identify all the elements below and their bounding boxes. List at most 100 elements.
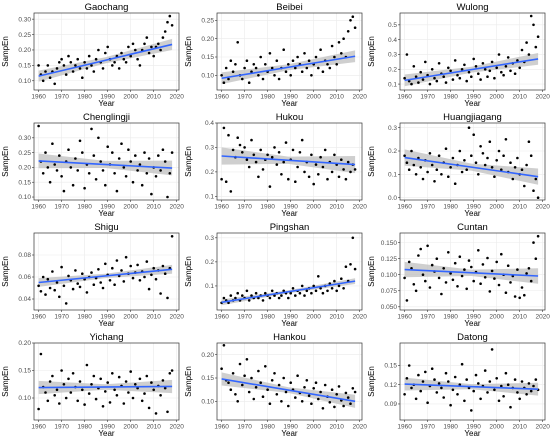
data-point (111, 64, 114, 67)
data-point (342, 404, 345, 408)
data-point (447, 380, 450, 383)
data-point (64, 302, 68, 305)
data-point (150, 192, 153, 196)
data-point (136, 169, 139, 172)
data-point (120, 51, 123, 55)
data-point (81, 151, 84, 154)
data-point (234, 393, 237, 396)
data-point (328, 282, 332, 285)
data-point (307, 175, 311, 179)
data-point (305, 289, 309, 293)
y-tick-label: 0.1 (205, 194, 214, 201)
data-point (403, 76, 406, 80)
data-point (129, 54, 132, 58)
data-point (138, 279, 142, 282)
data-point (536, 35, 540, 38)
data-point (247, 299, 251, 302)
y-tick-label: 0.15 (18, 179, 31, 186)
data-point (145, 36, 149, 39)
data-point (321, 407, 325, 410)
data-point (474, 373, 478, 377)
data-point (261, 395, 265, 399)
x-tick-label: 2000 (489, 204, 504, 211)
data-point (532, 384, 535, 388)
data-point (261, 77, 265, 81)
panel-border (399, 232, 546, 311)
y-tick-label: 0.25 (18, 150, 31, 157)
data-point (460, 170, 464, 174)
data-point (48, 76, 52, 79)
x-tick-label: 1990 (100, 314, 115, 321)
x-tick-label: 1980 (443, 424, 458, 431)
panel-title: Datong (457, 332, 488, 343)
data-point (403, 393, 406, 396)
data-point (140, 183, 144, 187)
data-point (430, 367, 434, 371)
data-point (506, 264, 510, 268)
x-axis-label: Year (464, 429, 481, 438)
data-point (55, 281, 59, 284)
data-point (333, 405, 336, 409)
panel-shigu: Shigu 1960 1970 1980 1990 2000 2010 2020 0.04 0.0… (1, 222, 184, 328)
data-point (490, 166, 494, 169)
data-point (227, 381, 230, 385)
x-tick-label: 1980 (77, 314, 92, 321)
data-point (264, 291, 267, 295)
data-point (129, 264, 132, 268)
data-point (470, 75, 473, 78)
data-point (405, 299, 409, 302)
panel-title: Hankou (273, 332, 306, 343)
panel-border (33, 342, 180, 421)
data-point (488, 140, 492, 143)
data-point (106, 45, 109, 49)
data-point (46, 64, 50, 67)
data-point (60, 175, 63, 178)
x-tick-label: 1990 (100, 424, 115, 431)
x-tick-label: 2020 (535, 204, 550, 211)
data-point (143, 151, 146, 154)
x-tick-label: 1970 (54, 424, 69, 431)
y-tick-label: 0.125 (381, 256, 398, 263)
data-point (74, 64, 77, 67)
data-point (333, 153, 336, 157)
data-point (307, 394, 311, 398)
data-point (532, 189, 535, 192)
data-point (94, 397, 98, 401)
data-point (337, 41, 341, 44)
data-point (328, 401, 332, 404)
y-axis-label: SampEn (184, 36, 193, 67)
data-point (69, 61, 73, 64)
data-point (310, 74, 313, 77)
data-point (113, 61, 116, 64)
data-point (85, 67, 89, 70)
y-tick-label: 0.15 (18, 368, 31, 375)
data-point (529, 279, 533, 283)
data-point (273, 74, 276, 77)
data-point (305, 379, 309, 382)
data-point (136, 57, 139, 61)
trend-line (221, 378, 356, 403)
data-point (442, 267, 446, 270)
data-point (168, 372, 172, 375)
data-point (451, 278, 455, 282)
data-point (470, 265, 473, 269)
data-point (490, 269, 494, 273)
data-point (504, 138, 508, 141)
data-point (159, 169, 162, 172)
data-point (296, 55, 299, 59)
data-point (440, 292, 443, 296)
y-tick-label: 0.04 (18, 296, 31, 303)
data-point (458, 255, 462, 258)
x-tick-label: 1980 (443, 94, 458, 101)
x-tick-label: 2000 (123, 94, 138, 101)
data-point (124, 255, 128, 259)
data-point (310, 291, 313, 295)
data-point (298, 291, 302, 295)
data-point (333, 279, 336, 283)
data-point (227, 301, 230, 305)
data-point (250, 294, 253, 297)
panel-hankou: Hankou 1960 1970 1980 1990 2000 2010 2020 0.10 0.… (184, 332, 367, 438)
data-point (71, 70, 75, 73)
data-point (419, 166, 423, 169)
data-point (124, 61, 128, 64)
